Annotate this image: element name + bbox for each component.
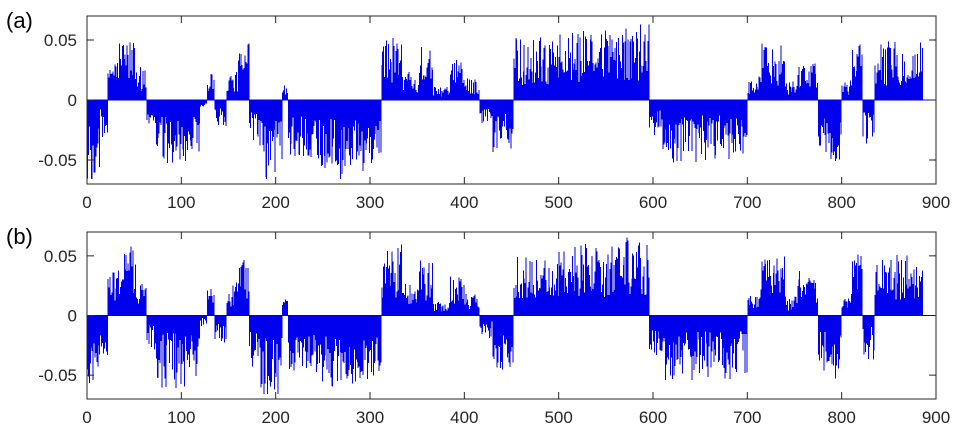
x-tick-label: 0: [82, 193, 91, 212]
bars-a: [86, 24, 923, 180]
x-tick-label: 200: [261, 193, 289, 212]
x-tick-label: 400: [450, 193, 478, 212]
panel-label-a: (a): [6, 8, 33, 33]
x-axis-b: 0 100 200 300 400 500 600 700 800 900: [82, 232, 950, 427]
x-tick-label: 900: [922, 193, 950, 212]
y-tick-label: -0.05: [38, 366, 77, 385]
x-tick-label: 700: [733, 408, 761, 427]
x-tick-label: 100: [167, 193, 195, 212]
panel-a: (a) 0 100 200 300 400 500 600 700 800 900 -0.0500…: [6, 8, 950, 212]
x-tick-label: 100: [167, 408, 195, 427]
x-tick-label: 900: [922, 408, 950, 427]
x-tick-label: 800: [827, 408, 855, 427]
y-axis-b: -0.05 0 0.05: [38, 247, 936, 385]
x-tick-label: 500: [544, 193, 572, 212]
panel-label-b: (b): [6, 224, 33, 249]
x-tick-label: 800: [827, 193, 855, 212]
x-tick-label: 600: [639, 193, 667, 212]
x-tick-label: 700: [733, 193, 761, 212]
x-tick-label: 0: [82, 408, 91, 427]
x-tick-label: 500: [544, 408, 572, 427]
x-tick-label: 300: [356, 408, 384, 427]
x-axis-a: 0 100 200 300 400 500 600 700 800 900: [82, 16, 950, 212]
x-tick-label: 600: [639, 408, 667, 427]
y-tick-label: -0.05: [38, 151, 77, 170]
bars-b: [86, 237, 923, 395]
x-tick-label: 300: [356, 193, 384, 212]
y-tick-label: 0.05: [44, 31, 77, 50]
x-tick-label: 200: [261, 408, 289, 427]
y-tick-label: 0.05: [44, 247, 77, 266]
panel-b: (b) 0 100 200 300 400 500 600 700 800 900 -0.0500…: [6, 224, 950, 427]
y-tick-label: 0: [68, 91, 77, 110]
y-axis-a: -0.05 0 0.05: [38, 31, 936, 170]
y-tick-label: 0: [68, 307, 77, 326]
x-tick-label: 400: [450, 408, 478, 427]
